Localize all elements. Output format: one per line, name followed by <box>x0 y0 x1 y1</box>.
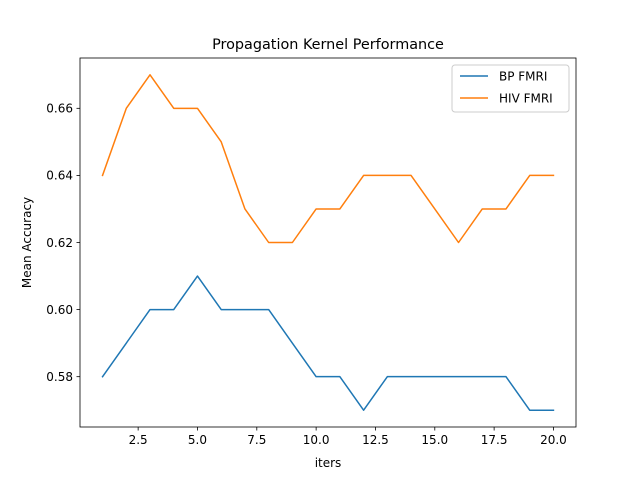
y-axis-label: Mean Accuracy <box>20 197 34 288</box>
y-tick-label: 0.60 <box>46 303 73 317</box>
y-tick-label: 0.62 <box>46 236 73 250</box>
plot-frame <box>79 57 577 428</box>
x-tick-label: 7.5 <box>247 433 266 447</box>
x-tick-label: 10.0 <box>303 433 330 447</box>
plot-lines <box>101 74 555 411</box>
x-tick-label: 17.5 <box>481 433 508 447</box>
y-tick-label: 0.66 <box>46 102 73 116</box>
x-tick-label: 5.0 <box>188 433 207 447</box>
x-tick-label: 12.5 <box>362 433 389 447</box>
series-line-hiv-fmri <box>101 74 555 244</box>
x-tick-label: 20.0 <box>540 433 567 447</box>
chart-title: Propagation Kernel Performance <box>212 37 444 53</box>
y-axis-ticks: 0.58 0.60 0.62 0.64 0.66 <box>46 102 80 384</box>
y-tick-label: 0.64 <box>46 169 73 183</box>
series-line-bp-fmri <box>101 275 555 411</box>
legend: BP FMRI HIV FMRI <box>451 64 570 113</box>
x-axis-ticks: 2.5 5.0 7.5 10.0 12.5 15.0 17.5 20.0 <box>129 427 567 447</box>
y-tick-label: 0.58 <box>46 370 73 384</box>
x-axis-label: iters <box>315 456 342 470</box>
x-tick-label: 2.5 <box>129 433 148 447</box>
x-tick-label: 15.0 <box>421 433 448 447</box>
legend-label-bp-fmri: BP FMRI <box>499 70 547 84</box>
legend-label-hiv-fmri: HIV FMRI <box>499 92 553 106</box>
